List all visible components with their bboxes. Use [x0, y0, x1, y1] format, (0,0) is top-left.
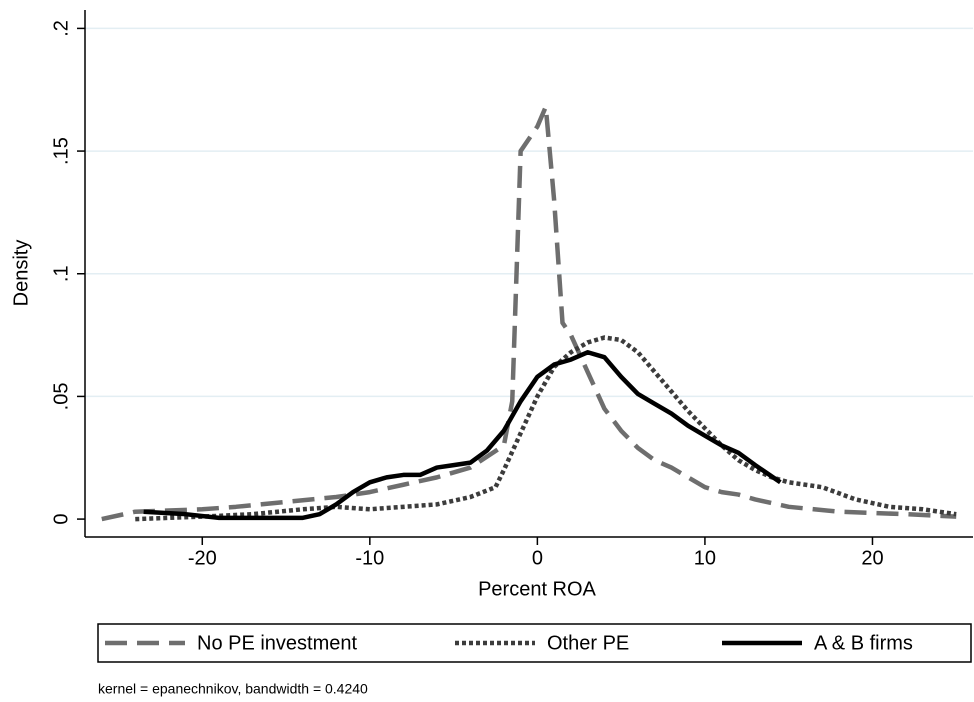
y-tick-label: .05	[50, 383, 72, 411]
series-line	[135, 335, 957, 522]
y-tick-label: .1	[50, 265, 72, 282]
x-tick-label: 20	[861, 547, 883, 569]
legend-label: Other PE	[547, 632, 629, 654]
y-tick-label: .15	[50, 137, 72, 165]
x-tick-label: 10	[694, 547, 716, 569]
y-tick-label: 0	[50, 514, 72, 525]
y-tick-label: .2	[50, 20, 72, 37]
x-tick-label: 0	[532, 547, 543, 569]
x-tick-label: -10	[355, 547, 384, 569]
note: kernel = epanechnikov, bandwidth = 0.424…	[98, 681, 368, 697]
x-tick-label: -20	[188, 547, 217, 569]
y-axis-label: Density	[10, 240, 32, 307]
legend-label: A & B firms	[814, 632, 913, 654]
series-line	[143, 350, 782, 521]
legend-label: No PE investment	[197, 632, 358, 654]
series-line	[101, 104, 957, 522]
x-axis-label: Percent ROA	[478, 578, 596, 600]
